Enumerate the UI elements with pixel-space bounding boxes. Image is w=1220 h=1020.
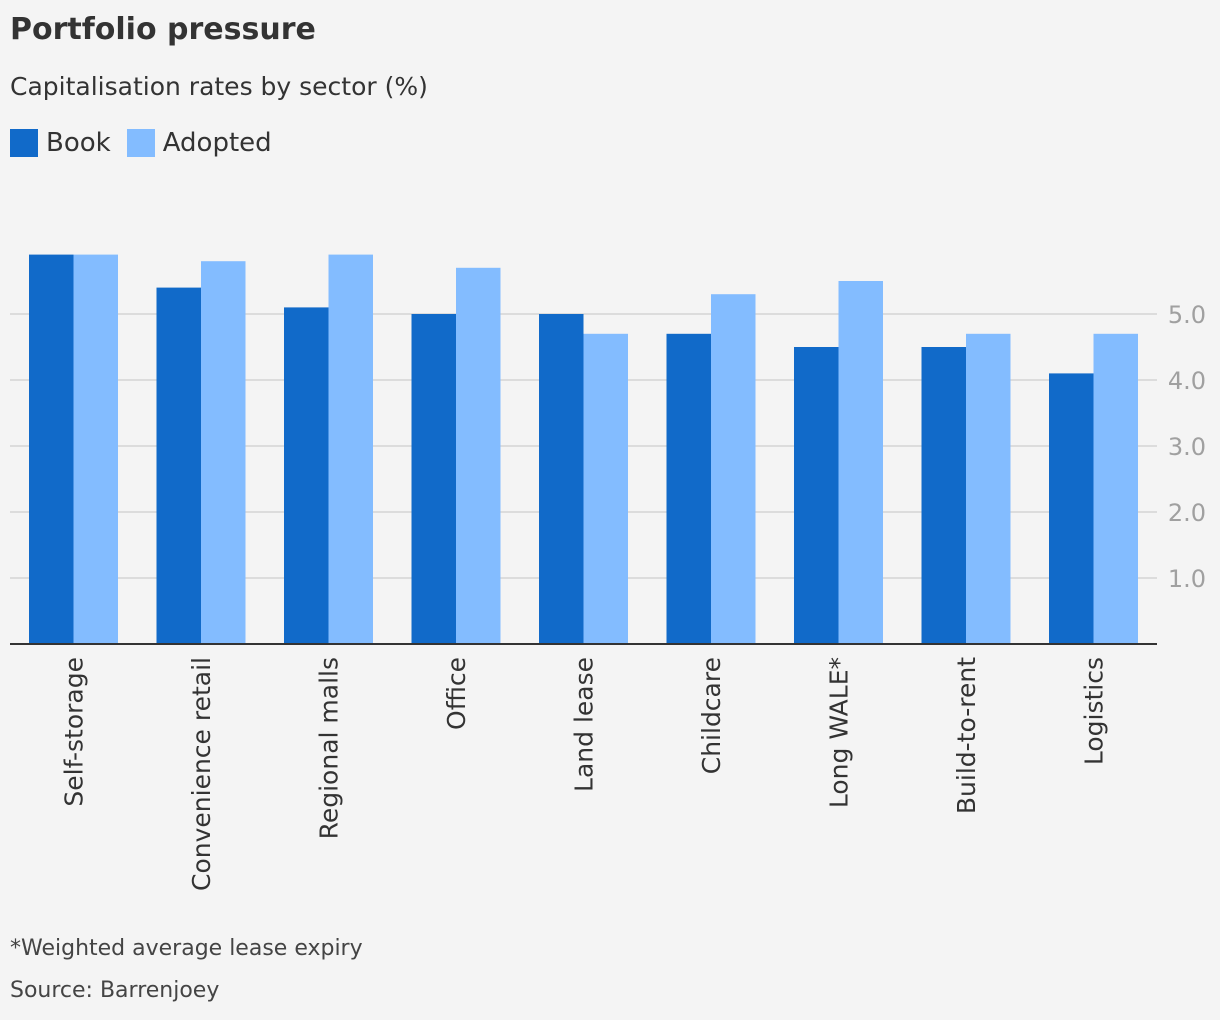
legend: Book Adopted xyxy=(10,128,288,158)
bar-adopted xyxy=(583,333,628,644)
legend-item-adopted: Adopted xyxy=(126,128,272,158)
y-tick-label: 4.0 xyxy=(1168,367,1206,395)
bar-adopted xyxy=(966,333,1011,644)
source-note: Source: Barrenjoey xyxy=(10,978,220,1003)
bar-book xyxy=(539,314,584,644)
x-category-label: Regional malls xyxy=(315,657,344,839)
bar-adopted xyxy=(711,294,756,644)
x-category-label: Childcare xyxy=(697,657,726,774)
legend-swatch-book xyxy=(10,129,38,157)
bar-adopted xyxy=(838,281,883,644)
x-category-label: Convenience retail xyxy=(187,657,216,891)
bar-book xyxy=(921,347,966,644)
legend-swatch-adopted xyxy=(126,129,155,157)
x-category-label: Long WALE* xyxy=(825,657,854,808)
x-category-label: Office xyxy=(442,657,471,730)
footnote: *Weighted average lease expiry xyxy=(10,936,363,961)
bar-adopted xyxy=(456,267,501,644)
bar-book xyxy=(156,287,201,644)
x-category-label: Land lease xyxy=(570,657,599,792)
bar-book xyxy=(794,347,839,644)
x-category-label: Self-storage xyxy=(60,657,89,807)
legend-label-book: Book xyxy=(46,128,111,158)
chart-subtitle: Capitalisation rates by sector (%) xyxy=(10,72,428,101)
bar-book xyxy=(666,333,711,644)
x-category-label: Logistics xyxy=(1080,657,1109,765)
bar-book xyxy=(29,254,74,644)
y-tick-label: 3.0 xyxy=(1168,433,1206,461)
legend-item-book: Book xyxy=(10,128,111,158)
legend-label-adopted: Adopted xyxy=(162,128,272,158)
bar-book xyxy=(411,314,456,644)
bar-book xyxy=(284,307,329,644)
bar-chart: 1.0 2.0 3.0 4.0 5.0 Self-storage Convenience r… xyxy=(10,254,1206,891)
y-tick-label: 2.0 xyxy=(1168,499,1206,527)
x-category-label: Build-to-rent xyxy=(952,657,981,814)
y-tick-label: 5.0 xyxy=(1168,301,1206,329)
y-tick-label: 1.0 xyxy=(1168,565,1206,593)
bar-adopted xyxy=(328,254,373,644)
bar-adopted xyxy=(201,261,246,644)
chart-title: Portfolio pressure xyxy=(10,12,316,47)
bar-book xyxy=(1049,373,1094,644)
bar-adopted xyxy=(1093,333,1138,644)
bar-adopted xyxy=(73,254,118,644)
